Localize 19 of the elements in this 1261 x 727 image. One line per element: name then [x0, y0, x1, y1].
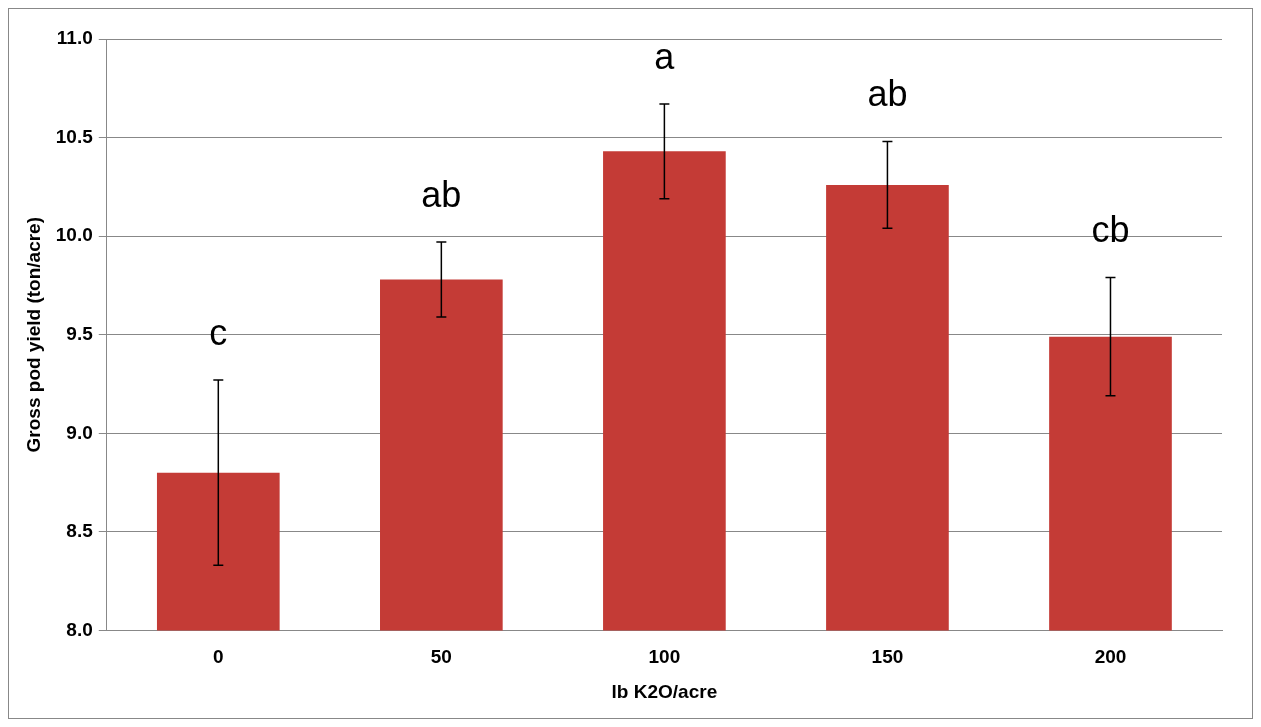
x-tick-label: 200 [1094, 646, 1127, 668]
x-tick-label: 50 [430, 646, 452, 668]
annotation: ab [867, 73, 908, 115]
y-tick-label: 8.5 [66, 520, 94, 542]
annotation: ab [421, 173, 462, 215]
x-tick-label: 100 [648, 646, 681, 668]
annotation: a [654, 35, 676, 77]
y-tick-label: 11.0 [56, 27, 93, 49]
x-axis-title: lb K2O/acre [611, 680, 718, 702]
y-tick-label: 9.5 [66, 322, 94, 344]
y-tick-label: 10.0 [55, 224, 93, 246]
y-tick-label: 8.0 [66, 618, 93, 640]
x-tick-label: 0 [213, 646, 224, 668]
annotation: c [209, 311, 228, 353]
x-tick-label: 150 [871, 646, 904, 668]
y-tick-label: 9.0 [66, 421, 93, 443]
y-axis-title: Gross pod yield (ton/acre) [22, 216, 44, 453]
y-tick-label: 10.5 [55, 125, 94, 147]
annotation: cb [1091, 209, 1130, 251]
